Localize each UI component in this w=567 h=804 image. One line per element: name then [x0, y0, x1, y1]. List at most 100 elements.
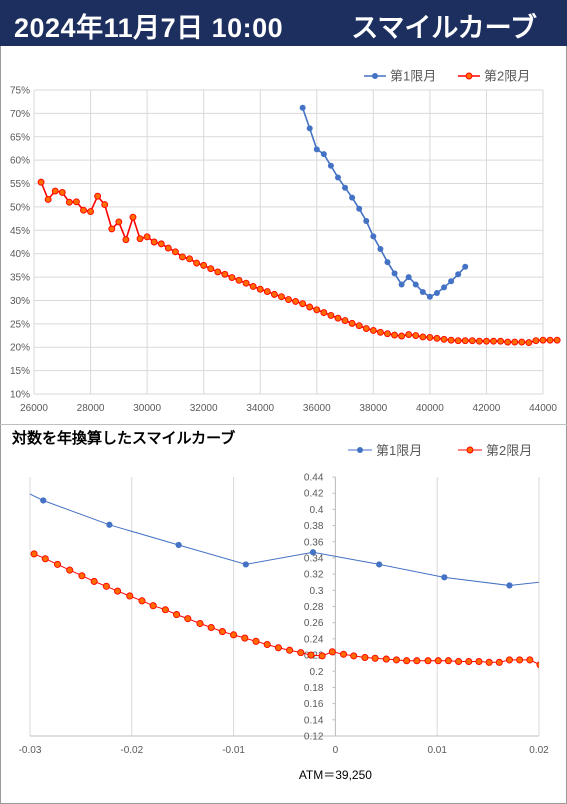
- data-point: [371, 654, 379, 662]
- data-point: [196, 619, 204, 628]
- data-point: [318, 652, 326, 660]
- data-point: [475, 337, 483, 345]
- data-point: [447, 336, 455, 344]
- legend-marker: [372, 73, 378, 79]
- data-point: [122, 236, 130, 244]
- data-point: [361, 653, 369, 662]
- data-point: [448, 278, 455, 285]
- data-point: [412, 332, 420, 339]
- y-tick-label: 70%: [10, 109, 30, 120]
- data-point: [150, 238, 158, 246]
- y-tick-label: 45%: [10, 226, 30, 237]
- x-tick-label: 34000: [246, 403, 274, 414]
- data-point: [80, 206, 87, 214]
- data-point: [270, 290, 278, 298]
- data-point: [341, 317, 349, 325]
- y-tick-label: 0.44: [304, 473, 324, 484]
- data-point: [157, 240, 165, 248]
- data-point: [454, 337, 462, 345]
- data-point: [413, 657, 421, 665]
- data-point: [299, 300, 307, 308]
- data-point: [78, 572, 86, 580]
- data-point: [320, 151, 327, 158]
- data-point: [58, 188, 66, 196]
- data-point: [249, 282, 257, 290]
- data-point: [444, 657, 452, 665]
- data-point: [179, 253, 186, 261]
- data-point: [320, 309, 328, 317]
- data-point: [356, 205, 363, 212]
- data-point: [339, 650, 348, 658]
- y-tick-label: 0.4: [309, 505, 323, 516]
- data-point: [164, 244, 172, 252]
- series-line-1: [301, 107, 466, 298]
- y-tick-label: 55%: [10, 179, 30, 190]
- data-point: [455, 657, 463, 666]
- log-annualized-smile-chart: 対数を年換算したスマイルカーブ -0.03 -0.02 -0.01 0 0.01 0.02 0…: [11, 429, 549, 782]
- x-tick-label: 30000: [133, 403, 161, 414]
- header-date: 2024年11月7日 10:00: [14, 13, 284, 43]
- data-point: [136, 235, 144, 243]
- data-point: [277, 293, 285, 301]
- data-point: [40, 497, 47, 504]
- section-divider: [0, 424, 567, 425]
- x-tick-label: 0.01: [427, 745, 447, 756]
- data-point: [382, 655, 390, 663]
- data-point: [65, 198, 73, 206]
- data-point: [274, 644, 282, 652]
- x-tick-label: 36000: [303, 403, 331, 414]
- data-point: [263, 640, 271, 649]
- series-line-1: [30, 493, 539, 587]
- y-tick-label: 10%: [10, 390, 30, 401]
- data-point: [349, 194, 356, 201]
- data-point: [37, 178, 45, 186]
- data-point: [465, 657, 473, 666]
- data-point: [242, 279, 250, 287]
- data-point: [392, 656, 401, 664]
- data-point: [377, 246, 384, 253]
- data-point: [173, 611, 181, 619]
- y-tick-label: 60%: [10, 156, 30, 167]
- data-point: [440, 335, 448, 343]
- data-point: [511, 338, 519, 346]
- data-point: [30, 550, 38, 558]
- data-point: [405, 274, 412, 281]
- data-point: [362, 325, 370, 332]
- data-point: [532, 337, 540, 345]
- y-tick-label: 0.14: [304, 715, 324, 726]
- data-point: [87, 208, 95, 216]
- y-tick-label: 40%: [10, 249, 30, 260]
- data-point: [94, 192, 102, 200]
- data-point: [475, 657, 483, 666]
- data-point: [526, 656, 534, 664]
- data-point: [53, 560, 62, 568]
- header-title: スマイルカーブ: [351, 13, 537, 43]
- x-tick-label: 28000: [77, 403, 105, 414]
- data-point: [391, 331, 398, 339]
- data-point: [490, 337, 497, 345]
- data-point: [113, 587, 122, 595]
- data-point: [200, 261, 208, 269]
- data-point: [405, 331, 413, 339]
- y-tick-label: 0.3: [309, 586, 323, 597]
- x-tick-label: 26000: [20, 403, 48, 414]
- data-point: [419, 289, 426, 296]
- data-point: [252, 637, 260, 645]
- y-tick-label: 50%: [10, 202, 30, 213]
- y-tick-label: 0.42: [304, 489, 324, 500]
- data-point: [376, 561, 383, 568]
- data-point: [504, 338, 512, 346]
- data-point: [433, 289, 440, 296]
- data-point: [161, 606, 169, 614]
- data-point: [149, 602, 157, 610]
- x-tick-label: 0.02: [529, 745, 549, 756]
- data-point: [171, 248, 179, 256]
- data-point: [175, 541, 182, 549]
- x-tick-label: -0.03: [19, 745, 42, 756]
- series-line-2: [40, 181, 558, 344]
- data-point: [546, 336, 554, 344]
- data-point: [299, 104, 306, 111]
- data-point: [207, 265, 215, 273]
- data-point: [214, 268, 222, 276]
- legend-label: 第2限月: [484, 69, 530, 84]
